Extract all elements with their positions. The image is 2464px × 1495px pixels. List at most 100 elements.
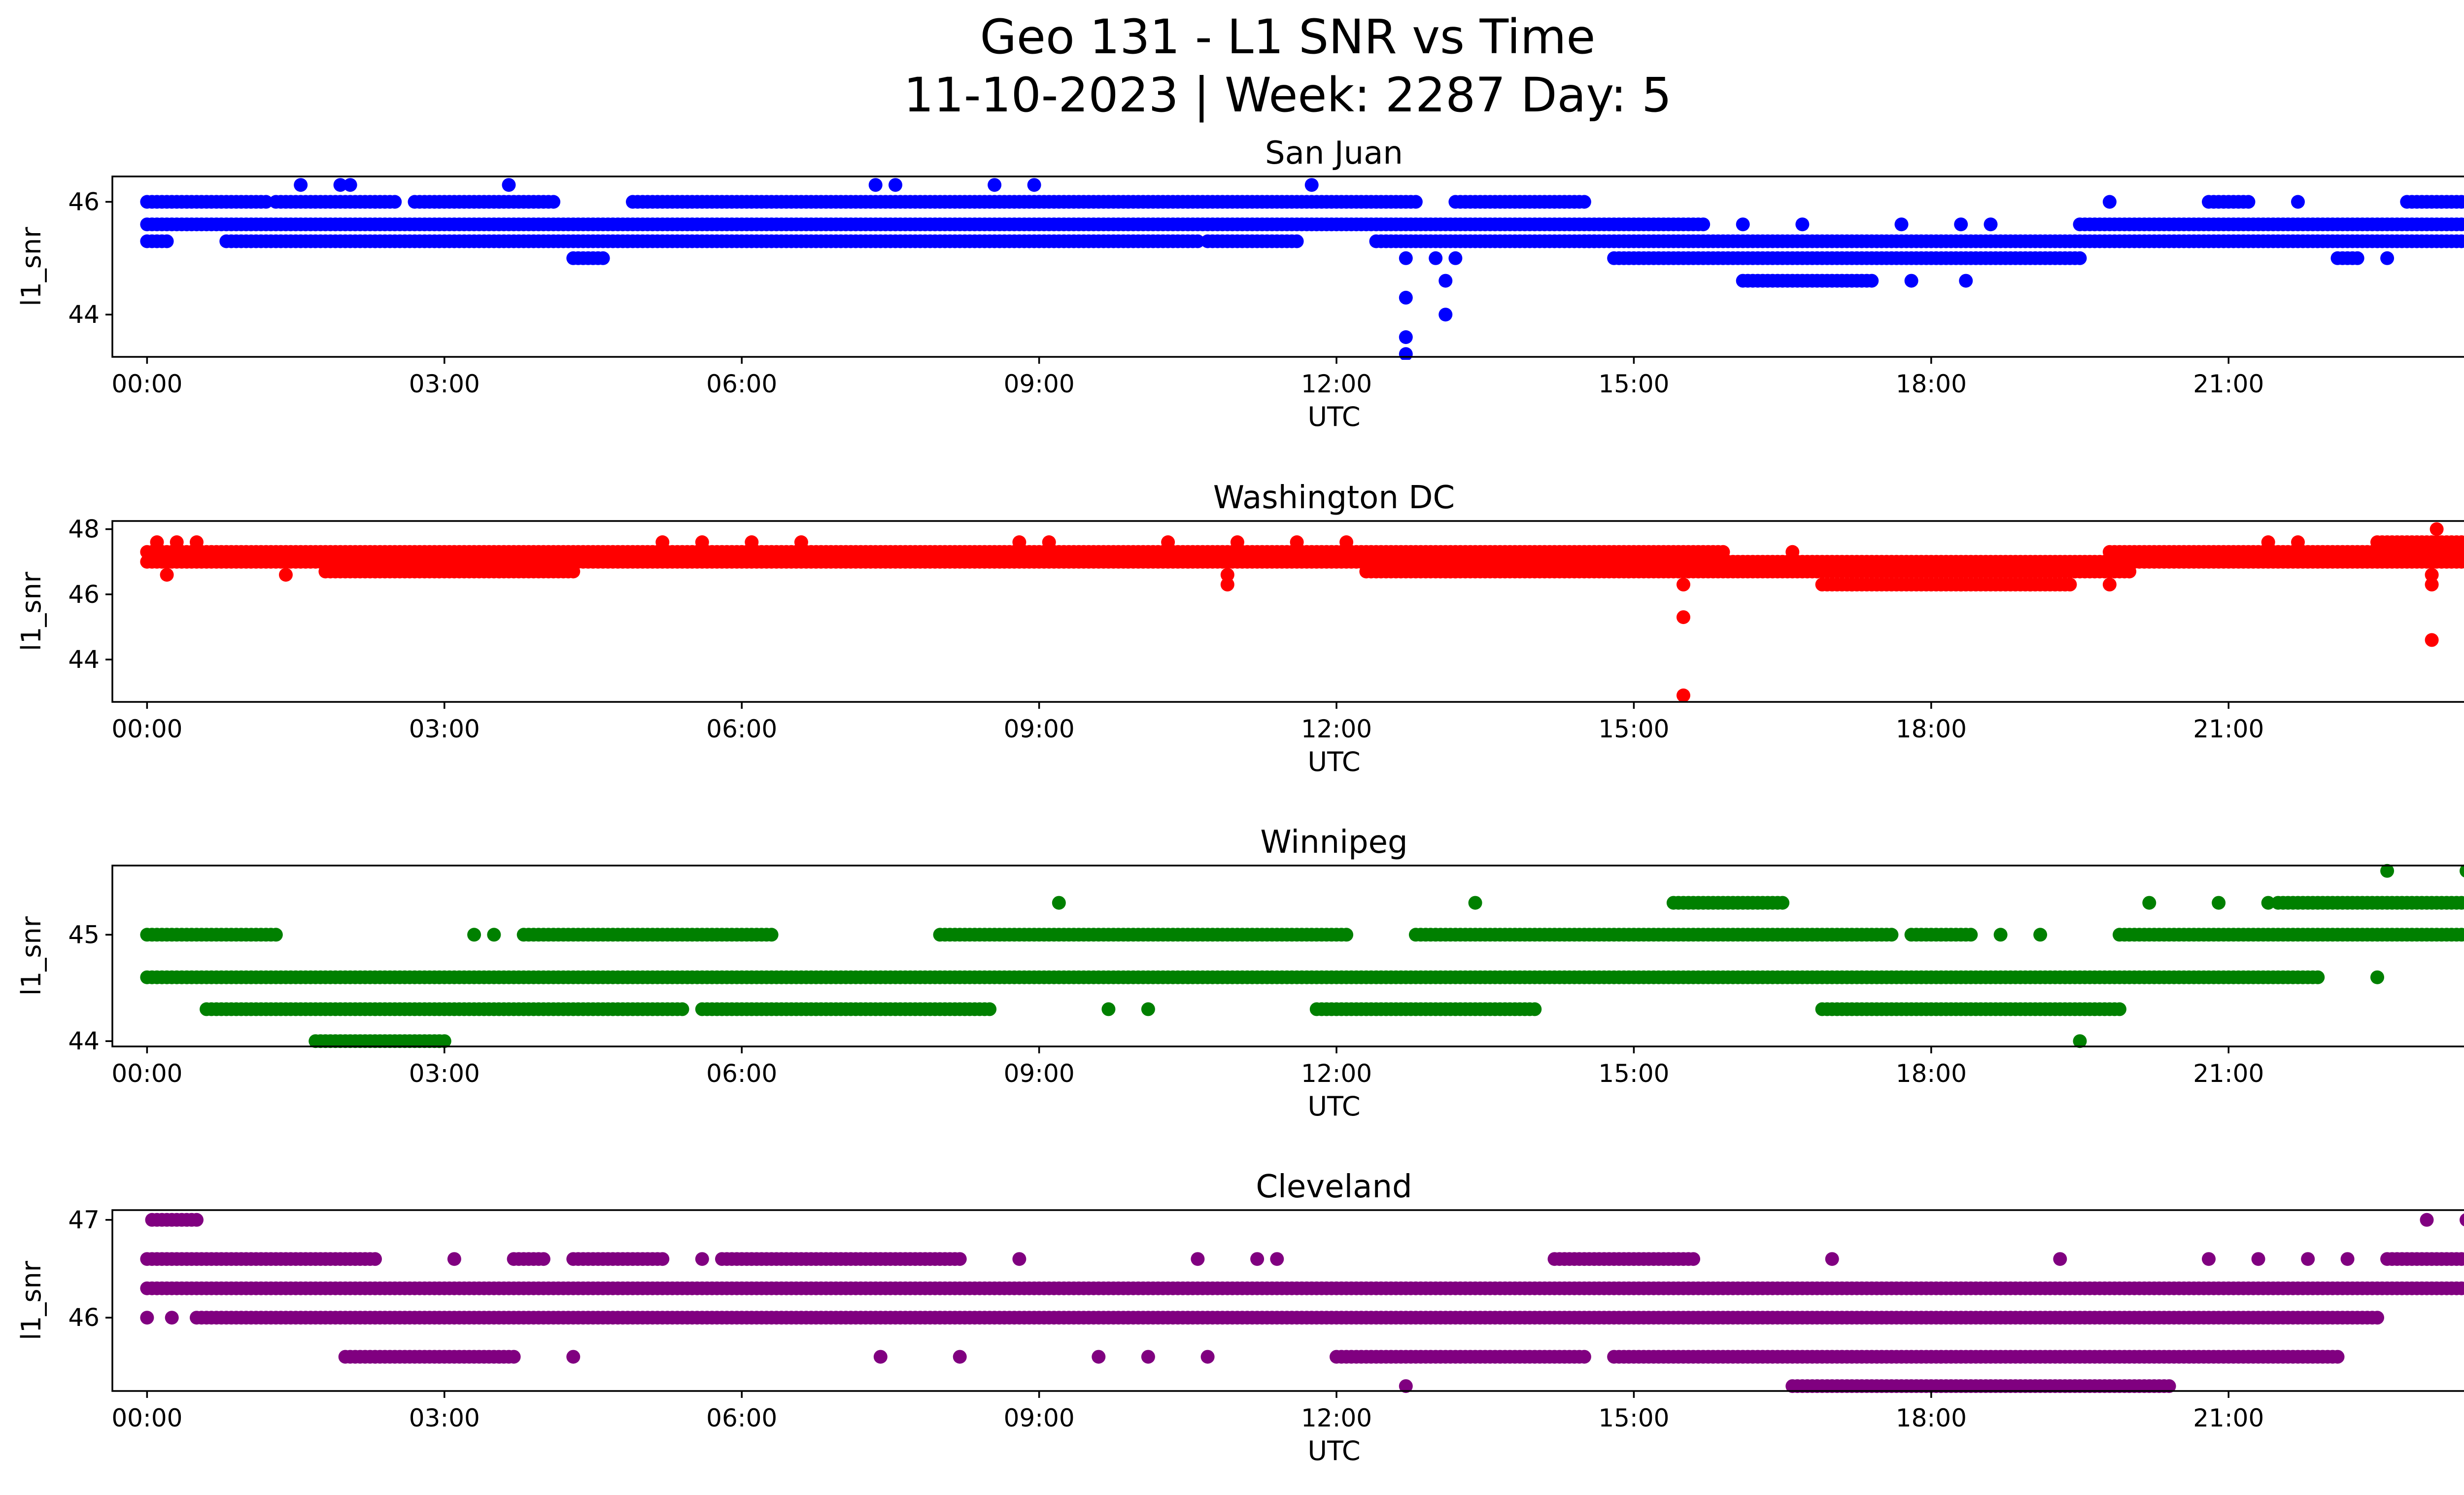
x-tick-label: 00:00 — [111, 370, 182, 398]
x-tick-label: 09:00 — [1004, 715, 1075, 743]
data-point — [1954, 577, 1968, 591]
data-point — [1577, 195, 1591, 209]
data-point — [2311, 970, 2325, 984]
data-point — [2430, 522, 2444, 536]
data-point — [2460, 555, 2464, 568]
data-point — [1884, 928, 1899, 942]
data-point — [1399, 251, 1413, 265]
data-point — [2261, 896, 2275, 910]
data-point — [655, 535, 670, 549]
data-point — [1993, 928, 2008, 942]
data-point — [1686, 1252, 1701, 1266]
y-tick-label: 46 — [68, 187, 100, 216]
data-point — [1220, 568, 1234, 582]
x-tick-label: 18:00 — [1896, 370, 1967, 398]
data-point — [1339, 928, 1354, 942]
x-tick-label: 06:00 — [706, 715, 777, 743]
x-tick-label: 09:00 — [1004, 370, 1075, 398]
data-point — [1468, 896, 1482, 910]
scatter-series — [140, 1213, 2464, 1393]
y-tick-label: 48 — [68, 515, 100, 544]
data-point — [1954, 217, 1968, 232]
x-tick-label: 12:00 — [1301, 1059, 1372, 1088]
data-point — [1964, 928, 1978, 942]
data-point — [343, 178, 357, 192]
data-point — [764, 928, 779, 942]
data-point — [1191, 234, 1205, 248]
data-point — [794, 535, 808, 549]
data-point — [1141, 1002, 1155, 1016]
data-point — [2370, 970, 2384, 984]
data-point — [1220, 577, 1234, 591]
data-point — [1438, 308, 1453, 322]
data-point — [269, 928, 283, 942]
data-point — [2370, 1311, 2384, 1325]
data-point — [2291, 535, 2305, 549]
data-point — [1785, 545, 1800, 559]
data-point — [294, 178, 308, 192]
data-point — [2073, 251, 2087, 265]
x-tick-label: 12:00 — [1301, 715, 1372, 743]
data-point — [1736, 217, 1750, 232]
data-point — [2425, 577, 2439, 591]
data-point — [502, 178, 516, 192]
data-point — [596, 251, 610, 265]
data-point — [1290, 234, 1304, 248]
data-point — [1894, 217, 1909, 232]
data-point — [1696, 217, 1711, 232]
data-point — [2212, 896, 2226, 910]
data-point — [2023, 577, 2037, 591]
data-point — [675, 1002, 689, 1016]
x-tick-label: 15:00 — [1598, 715, 1669, 743]
data-point — [1448, 251, 1463, 265]
scatter-series — [140, 864, 2464, 1048]
axes-frame — [111, 520, 2464, 703]
data-point — [2113, 1002, 2126, 1016]
data-point — [2460, 896, 2464, 909]
data-point — [1677, 610, 1690, 625]
data-point — [695, 535, 709, 549]
data-point — [868, 178, 883, 192]
data-point — [547, 195, 561, 209]
data-point — [2350, 251, 2364, 265]
panel-title: Winnipeg — [1260, 824, 1407, 861]
figure-title-line2: 11-10-2023 | Week: 2287 Day: 5 — [904, 68, 1672, 123]
x-tick-label: 15:00 — [1598, 370, 1669, 398]
data-point — [2460, 218, 2464, 231]
x-axis-label: UTC — [1307, 401, 1360, 432]
x-tick-label: 06:00 — [706, 1059, 777, 1088]
y-tick-label: 44 — [68, 1027, 100, 1055]
data-point — [988, 178, 1002, 192]
data-point — [2460, 535, 2464, 549]
x-tick-label: 03:00 — [409, 1059, 480, 1088]
data-point — [1161, 535, 1175, 549]
x-tick-label: 12:00 — [1301, 370, 1372, 398]
panel-title: Washington DC — [1213, 480, 1455, 516]
data-point — [983, 1002, 997, 1016]
data-point — [2460, 1252, 2464, 1266]
x-tick-label: 21:00 — [2193, 715, 2264, 743]
x-tick-label: 15:00 — [1598, 1059, 1669, 1088]
x-tick-label: 03:00 — [409, 715, 480, 743]
y-tick-label: 46 — [68, 580, 100, 609]
data-point — [1042, 535, 1056, 549]
data-point — [150, 535, 164, 549]
data-point — [1012, 535, 1027, 549]
y-tick-label: 44 — [68, 645, 100, 674]
data-point — [1027, 178, 1041, 192]
x-tick-label: 21:00 — [2193, 1059, 2264, 1088]
scatter-series — [140, 178, 2464, 360]
data-point — [2460, 195, 2464, 209]
scatter-series — [140, 522, 2464, 702]
data-point — [160, 568, 174, 582]
x-tick-label: 18:00 — [1896, 715, 1967, 743]
y-axis-label: l1_snr — [16, 571, 47, 651]
data-point — [2122, 564, 2137, 579]
y-tick-label: 44 — [68, 300, 100, 329]
data-point — [487, 928, 501, 942]
data-point — [388, 195, 402, 209]
